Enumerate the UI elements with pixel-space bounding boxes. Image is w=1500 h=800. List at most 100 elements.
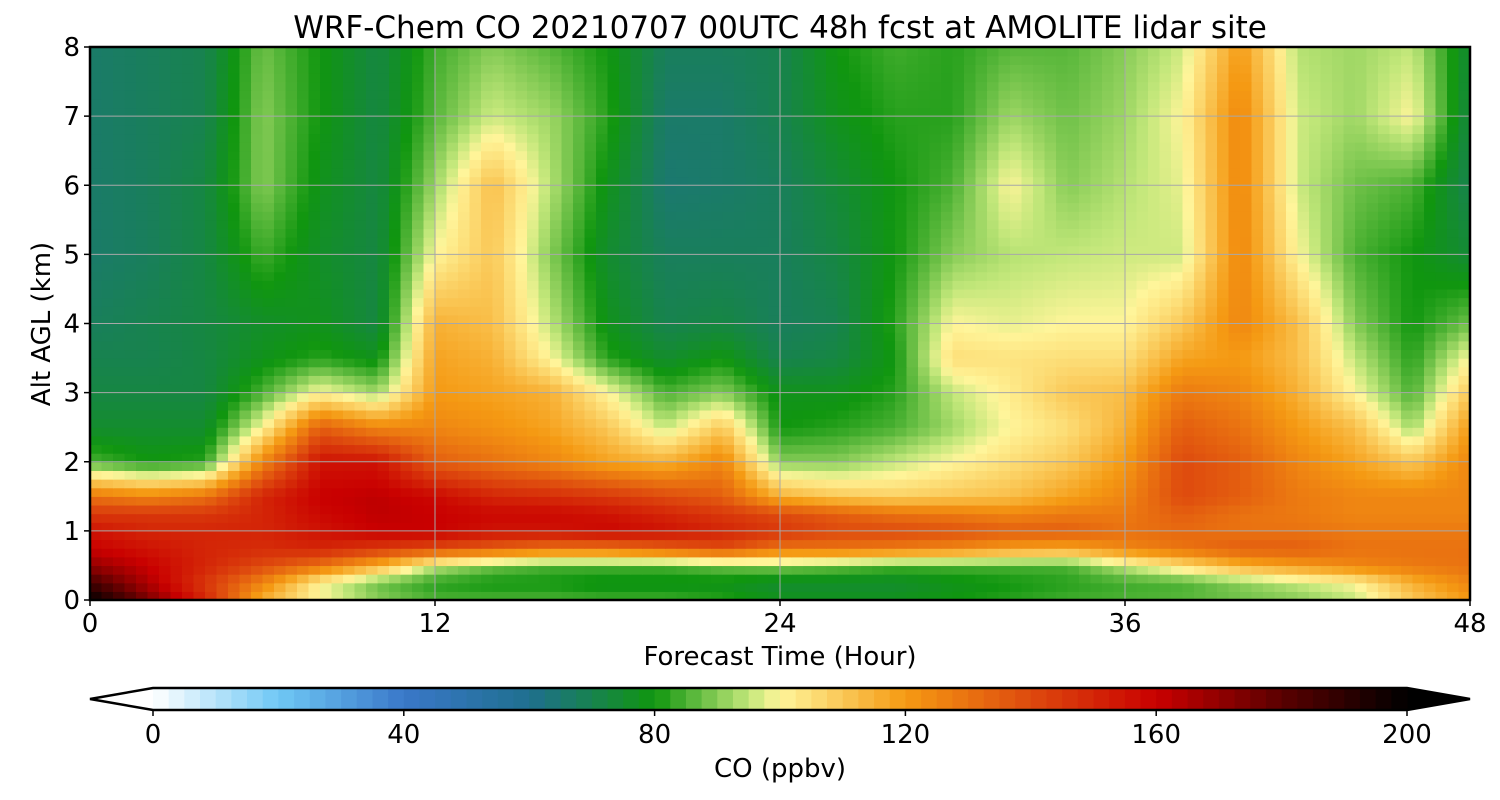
heatmap-cell bbox=[642, 565, 655, 575]
heatmap-cell bbox=[1205, 332, 1218, 342]
heatmap-cell bbox=[285, 263, 298, 273]
heatmap-cell bbox=[90, 548, 103, 558]
heatmap-cell bbox=[193, 548, 206, 558]
heatmap-cell bbox=[757, 461, 770, 471]
heatmap-cell bbox=[791, 470, 804, 480]
heatmap-cell bbox=[446, 522, 459, 532]
heatmap-cell bbox=[791, 513, 804, 523]
heatmap-cell bbox=[883, 435, 896, 446]
heatmap-cell bbox=[1171, 470, 1184, 480]
heatmap-cell bbox=[1010, 349, 1023, 359]
heatmap-cell bbox=[1401, 383, 1414, 394]
heatmap-cell bbox=[1148, 574, 1161, 584]
heatmap-cell bbox=[711, 418, 724, 428]
heatmap-cell bbox=[481, 358, 494, 368]
heatmap-cell bbox=[1148, 453, 1161, 463]
heatmap-cell bbox=[791, 487, 804, 497]
heatmap-cell bbox=[860, 565, 873, 575]
heatmap-cell bbox=[699, 409, 712, 420]
heatmap-cell bbox=[1332, 349, 1345, 359]
heatmap-cell bbox=[193, 237, 206, 247]
heatmap-cell bbox=[665, 383, 678, 394]
heatmap-cell bbox=[1044, 427, 1057, 437]
heatmap-cell bbox=[711, 453, 724, 463]
heatmap-cell bbox=[1217, 340, 1230, 351]
heatmap-cell bbox=[837, 366, 850, 376]
heatmap-cell bbox=[688, 487, 701, 497]
heatmap-cell bbox=[1401, 539, 1414, 549]
heatmap-cell bbox=[1067, 556, 1080, 567]
heatmap-cell bbox=[1355, 332, 1368, 342]
heatmap-cell bbox=[1447, 444, 1460, 454]
heatmap-cell bbox=[1033, 254, 1046, 264]
heatmap-cell bbox=[872, 435, 885, 446]
heatmap-cell bbox=[1090, 548, 1103, 558]
heatmap-cell bbox=[895, 435, 908, 446]
heatmap-cell bbox=[1102, 470, 1115, 480]
heatmap-cell bbox=[837, 591, 850, 601]
heatmap-cell bbox=[412, 444, 425, 454]
heatmap-cell bbox=[124, 522, 137, 532]
heatmap-cell bbox=[377, 314, 390, 325]
heatmap-cell bbox=[1366, 375, 1379, 385]
heatmap-cell bbox=[412, 470, 425, 480]
heatmap-cell bbox=[1389, 470, 1402, 480]
heatmap-cell bbox=[1228, 349, 1241, 359]
heatmap-cell bbox=[1309, 461, 1322, 471]
heatmap-cell bbox=[1435, 323, 1448, 333]
heatmap-cell bbox=[1458, 358, 1471, 368]
heatmap-cell bbox=[895, 504, 908, 515]
heatmap-cell bbox=[929, 565, 942, 575]
heatmap-cell bbox=[458, 366, 471, 376]
heatmap-cell bbox=[262, 453, 275, 463]
heatmap-cell bbox=[412, 504, 425, 515]
heatmap-cell bbox=[791, 263, 804, 273]
heatmap-cell bbox=[1217, 453, 1230, 463]
heatmap-cell bbox=[1194, 539, 1207, 549]
heatmap-cell bbox=[1366, 453, 1379, 463]
heatmap-cell bbox=[745, 574, 758, 584]
heatmap-cell bbox=[803, 522, 816, 532]
heatmap-cell bbox=[699, 522, 712, 532]
heatmap-cell bbox=[906, 288, 919, 299]
heatmap-cell bbox=[343, 358, 356, 368]
heatmap-cell bbox=[1424, 288, 1437, 299]
heatmap-cell bbox=[1378, 556, 1391, 567]
heatmap-cell bbox=[1056, 323, 1069, 333]
heatmap-cell bbox=[952, 358, 965, 368]
heatmap-cell bbox=[1320, 582, 1333, 592]
heatmap-cell bbox=[642, 548, 655, 558]
heatmap-cell bbox=[504, 496, 517, 506]
heatmap-cell bbox=[205, 496, 218, 506]
heatmap-cell bbox=[550, 556, 563, 567]
heatmap-cell bbox=[1378, 453, 1391, 463]
heatmap-cell bbox=[918, 254, 931, 264]
heatmap-cell bbox=[1159, 340, 1172, 351]
heatmap-cell bbox=[458, 237, 471, 247]
heatmap-cell bbox=[458, 349, 471, 359]
heatmap-cell bbox=[1171, 314, 1184, 325]
heatmap-cell bbox=[768, 548, 781, 558]
heatmap-cell bbox=[826, 314, 839, 325]
heatmap-cell bbox=[205, 435, 218, 446]
heatmap-cell bbox=[883, 461, 896, 471]
heatmap-cell bbox=[918, 332, 931, 342]
heatmap-cell bbox=[561, 496, 574, 506]
heatmap-cell bbox=[1263, 263, 1276, 273]
heatmap-cell bbox=[596, 280, 609, 290]
heatmap-cell bbox=[1136, 530, 1149, 541]
heatmap-cell bbox=[550, 470, 563, 480]
heatmap-cell bbox=[699, 314, 712, 325]
heatmap-cell bbox=[538, 556, 551, 567]
heatmap-cell bbox=[596, 582, 609, 592]
heatmap-cell bbox=[1251, 444, 1264, 454]
heatmap-cell bbox=[159, 461, 172, 471]
heatmap-cell bbox=[504, 530, 517, 541]
heatmap-cell bbox=[136, 444, 149, 454]
heatmap-cell bbox=[826, 591, 839, 601]
heatmap-cell bbox=[665, 504, 678, 515]
heatmap-cell bbox=[630, 565, 643, 575]
heatmap-cell bbox=[504, 280, 517, 290]
heatmap-cell bbox=[561, 513, 574, 523]
heatmap-cell bbox=[1320, 539, 1333, 549]
